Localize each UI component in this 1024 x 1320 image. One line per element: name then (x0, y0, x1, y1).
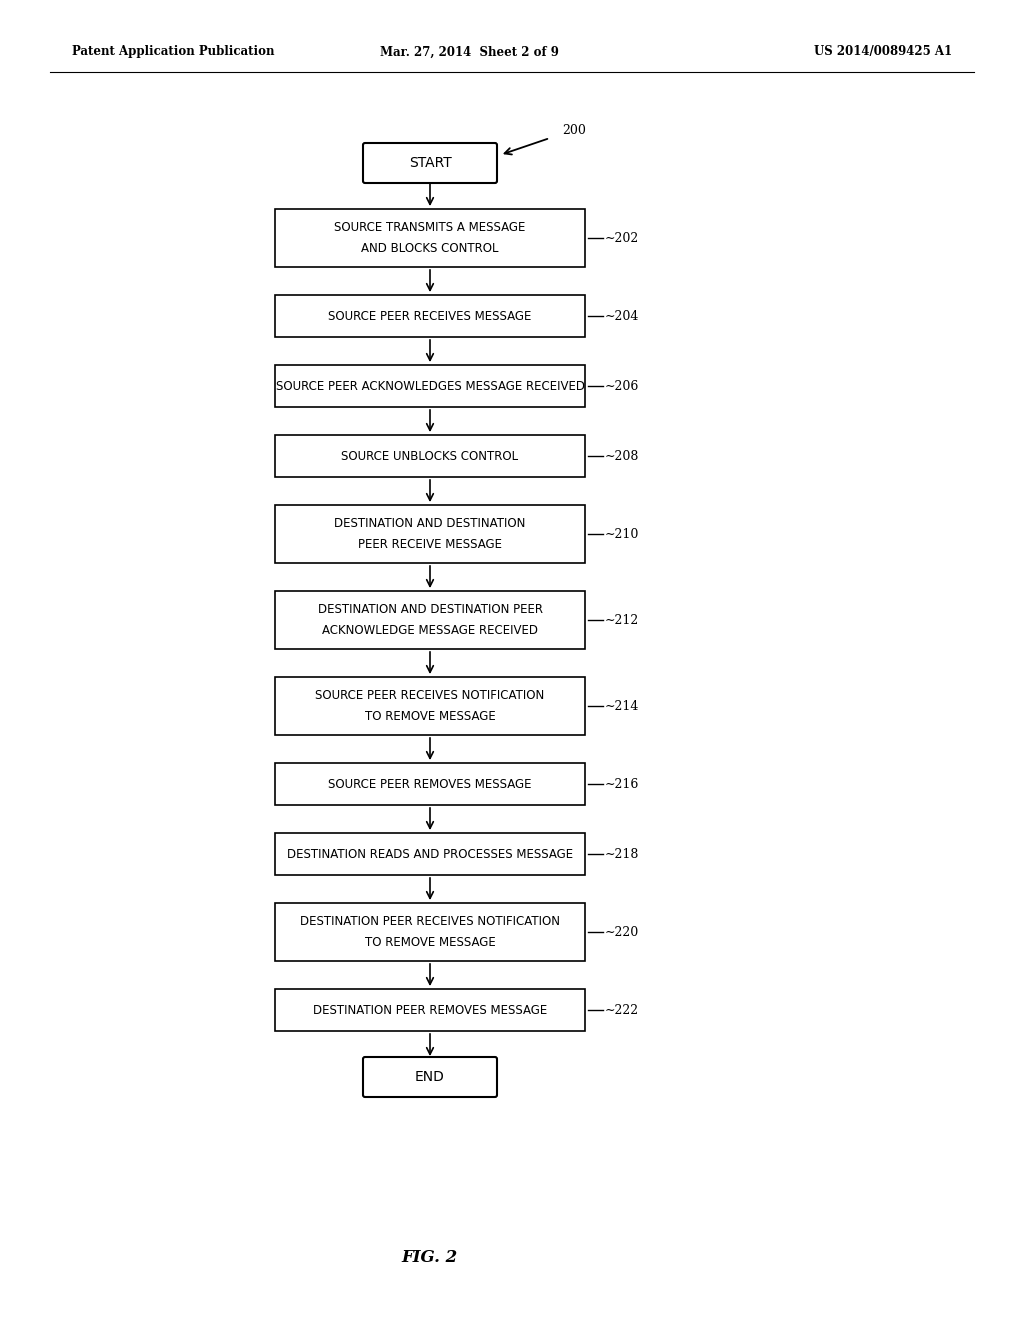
Bar (275, 903, 585, 961)
Text: ∼220: ∼220 (605, 925, 639, 939)
Text: SOURCE UNBLOCKS CONTROL: SOURCE UNBLOCKS CONTROL (341, 450, 518, 462)
Bar (275, 366, 585, 407)
Bar (275, 506, 585, 564)
Text: ∼212: ∼212 (605, 614, 639, 627)
Text: DESTINATION PEER RECEIVES NOTIFICATION: DESTINATION PEER RECEIVES NOTIFICATION (300, 915, 560, 928)
Bar (275, 989, 585, 1031)
Text: DESTINATION AND DESTINATION PEER: DESTINATION AND DESTINATION PEER (317, 603, 543, 616)
Text: DESTINATION READS AND PROCESSES MESSAGE: DESTINATION READS AND PROCESSES MESSAGE (287, 847, 573, 861)
Text: ACKNOWLEDGE MESSAGE RECEIVED: ACKNOWLEDGE MESSAGE RECEIVED (322, 624, 538, 638)
Text: Mar. 27, 2014  Sheet 2 of 9: Mar. 27, 2014 Sheet 2 of 9 (380, 45, 559, 58)
Text: PEER RECEIVE MESSAGE: PEER RECEIVE MESSAGE (358, 539, 502, 550)
Text: ∼208: ∼208 (605, 450, 639, 462)
Text: ∼214: ∼214 (605, 700, 639, 713)
Text: ∼204: ∼204 (605, 309, 639, 322)
Text: US 2014/0089425 A1: US 2014/0089425 A1 (814, 45, 952, 58)
Text: ∼218: ∼218 (605, 847, 639, 861)
Bar (275, 833, 585, 875)
Text: SOURCE PEER REMOVES MESSAGE: SOURCE PEER REMOVES MESSAGE (329, 777, 531, 791)
Bar (275, 677, 585, 735)
Text: FIG. 2: FIG. 2 (401, 1250, 458, 1266)
Text: START: START (409, 156, 452, 170)
Text: ∼216: ∼216 (605, 777, 639, 791)
FancyBboxPatch shape (362, 143, 497, 183)
Bar (275, 591, 585, 649)
Text: TO REMOVE MESSAGE: TO REMOVE MESSAGE (365, 710, 496, 723)
Text: ∼202: ∼202 (605, 231, 639, 244)
Text: SOURCE PEER RECEIVES MESSAGE: SOURCE PEER RECEIVES MESSAGE (329, 309, 531, 322)
Text: SOURCE PEER ACKNOWLEDGES MESSAGE RECEIVED: SOURCE PEER ACKNOWLEDGES MESSAGE RECEIVE… (275, 380, 585, 392)
Text: END: END (415, 1071, 445, 1084)
Text: TO REMOVE MESSAGE: TO REMOVE MESSAGE (365, 936, 496, 949)
Bar (275, 209, 585, 267)
Text: ∼222: ∼222 (605, 1003, 639, 1016)
Text: DESTINATION AND DESTINATION: DESTINATION AND DESTINATION (334, 517, 525, 531)
Bar (275, 294, 585, 337)
Text: 200: 200 (562, 124, 586, 136)
Text: Patent Application Publication: Patent Application Publication (72, 45, 274, 58)
Bar (275, 763, 585, 805)
FancyBboxPatch shape (362, 1057, 497, 1097)
Text: SOURCE TRANSMITS A MESSAGE: SOURCE TRANSMITS A MESSAGE (334, 220, 525, 234)
Text: SOURCE PEER RECEIVES NOTIFICATION: SOURCE PEER RECEIVES NOTIFICATION (315, 689, 545, 702)
Text: AND BLOCKS CONTROL: AND BLOCKS CONTROL (361, 242, 499, 255)
Text: ∼210: ∼210 (605, 528, 639, 540)
Text: DESTINATION PEER REMOVES MESSAGE: DESTINATION PEER REMOVES MESSAGE (313, 1003, 547, 1016)
Bar (275, 436, 585, 477)
Text: ∼206: ∼206 (605, 380, 639, 392)
